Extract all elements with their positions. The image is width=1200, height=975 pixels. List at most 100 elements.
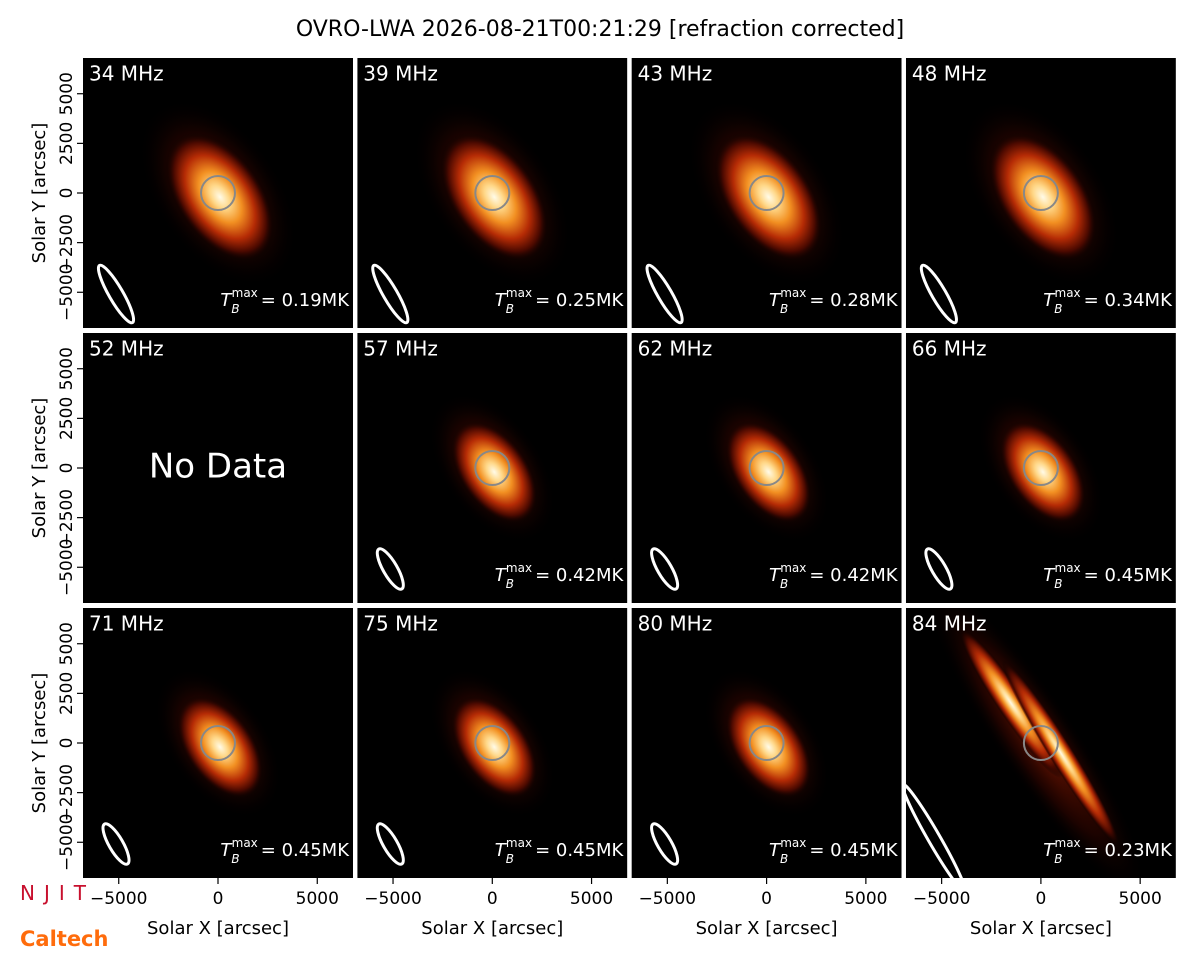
tmax-value: = 0.45MK — [535, 840, 624, 861]
solar-disk — [200, 725, 236, 761]
y-axis-label: Solar Y [arcsec] — [29, 673, 50, 814]
tmax-value: = 0.34MK — [1084, 290, 1173, 311]
tb-sub: B — [506, 852, 514, 866]
tb-sup: max — [506, 561, 532, 575]
x-tick-label: −5000 — [90, 889, 148, 909]
x-tick-label: 5000 — [1119, 889, 1162, 909]
y-axis-label: Solar Y [arcsec] — [29, 123, 50, 264]
panel-title: 62 MHz — [638, 337, 713, 361]
x-tick-label: 5000 — [844, 889, 887, 909]
tb-sub: B — [506, 577, 514, 591]
panel-title: 43 MHz — [638, 62, 713, 86]
tb-sup: max — [780, 286, 806, 300]
tmax-label: TBmax = 0.45MK — [769, 836, 899, 866]
panel — [83, 333, 353, 603]
y-tick-label: 5000 — [57, 347, 77, 390]
x-axis-label: Solar X [arcsec] — [696, 918, 838, 939]
y-tick-label: 5000 — [57, 72, 77, 115]
tb-sup: max — [780, 836, 806, 850]
emission — [999, 420, 1087, 524]
tb-symbol: T — [495, 840, 508, 861]
logo-caltech: Caltech — [20, 927, 108, 951]
solar-disk — [1022, 175, 1059, 211]
tmax-value: = 0.19MK — [261, 290, 350, 311]
beam — [101, 822, 131, 866]
solar-disk — [474, 450, 511, 486]
y-tick-label: 0 — [57, 463, 77, 474]
tmax-label: TBmax = 0.42MK — [495, 561, 625, 591]
tb-sup: max — [1055, 836, 1081, 850]
tb-sub: B — [780, 577, 788, 591]
y-tick-label: 2500 — [57, 672, 77, 715]
tmax-label: TBmax = 0.45MK — [495, 836, 625, 866]
solar-disk — [1022, 450, 1059, 486]
tb-symbol: T — [220, 290, 233, 311]
figure-title: OVRO-LWA 2026-08-21T00:21:29 [refraction… — [296, 17, 904, 42]
panel — [83, 608, 353, 878]
panel-title: 34 MHz — [89, 62, 164, 86]
tb-sub: B — [1054, 302, 1062, 316]
solar-disk — [1022, 725, 1059, 761]
tb-symbol: T — [1043, 565, 1056, 586]
tmax-label: TBmax = 0.28MK — [769, 286, 899, 316]
tb-symbol: T — [769, 290, 782, 311]
tmax-value: = 0.45MK — [261, 840, 350, 861]
panel-background — [83, 333, 353, 603]
tb-sub: B — [231, 852, 239, 866]
emission — [1001, 659, 1121, 847]
emission — [988, 132, 1098, 262]
panel — [357, 333, 628, 603]
y-tick-label: 5000 — [57, 622, 77, 665]
tb-symbol: T — [220, 840, 233, 861]
tb-sup: max — [232, 286, 258, 300]
panel — [631, 608, 902, 878]
panel-title: 39 MHz — [363, 62, 438, 86]
y-tick-label: 0 — [57, 738, 77, 749]
tmax-value: = 0.45MK — [1084, 565, 1173, 586]
solar-disk — [474, 175, 511, 211]
solar-disk — [200, 175, 236, 211]
beam — [905, 782, 967, 878]
logo-njit: NJIT — [20, 881, 95, 905]
x-tick-label: 0 — [1035, 889, 1046, 909]
panel-title: 80 MHz — [638, 612, 713, 636]
solar-disk — [474, 725, 511, 761]
tmax-value: = 0.25MK — [535, 290, 624, 311]
tb-symbol: T — [769, 565, 782, 586]
tmax-label: TBmax = 0.34MK — [1043, 286, 1173, 316]
emission — [450, 695, 538, 799]
tmax-value: = 0.42MK — [535, 565, 624, 586]
panel-title: 75 MHz — [363, 612, 438, 636]
tb-sub: B — [780, 302, 788, 316]
solar-disk — [748, 450, 785, 486]
x-tick-label: 0 — [487, 889, 498, 909]
x-tick-label: −5000 — [913, 889, 971, 909]
y-tick-label: 2500 — [57, 397, 77, 440]
emission — [725, 695, 812, 799]
tmax-label: TBmax = 0.45MK — [1043, 561, 1173, 591]
x-axis-label: Solar X [arcsec] — [147, 918, 289, 939]
tb-sub: B — [506, 302, 514, 316]
beam — [919, 263, 958, 325]
tmax-value: = 0.42MK — [809, 565, 898, 586]
tb-sub: B — [1054, 852, 1062, 866]
y-tick-label: 0 — [57, 188, 77, 199]
tb-sup: max — [1055, 561, 1081, 575]
beam — [650, 822, 680, 866]
beam — [96, 263, 136, 325]
y-axis-label: Solar Y [arcsec] — [29, 398, 50, 539]
panel — [905, 333, 1176, 603]
tb-symbol: T — [495, 290, 508, 311]
panel-title: 84 MHz — [912, 612, 987, 636]
emission — [176, 695, 264, 799]
emission — [165, 132, 275, 262]
tmax-value: = 0.45MK — [809, 840, 898, 861]
beam — [371, 263, 410, 325]
x-tick-label: −5000 — [639, 889, 697, 909]
y-tick-label: −5000 — [57, 264, 77, 322]
panel — [357, 608, 628, 878]
tb-symbol: T — [495, 565, 508, 586]
tmax-label: TBmax = 0.23MK — [1043, 836, 1173, 866]
tmax-label: TBmax = 0.42MK — [769, 561, 899, 591]
